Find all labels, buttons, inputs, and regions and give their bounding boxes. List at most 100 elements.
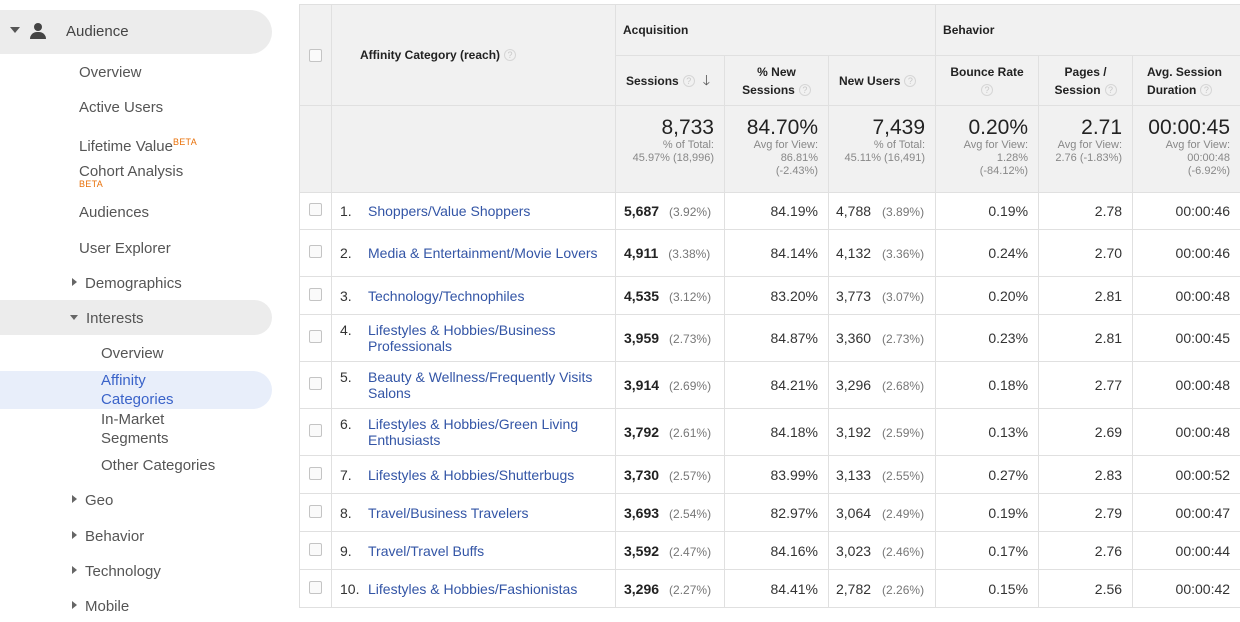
sidebar: Audience Overview Active Users Lifetime … [0, 0, 300, 622]
col-pages-session[interactable]: Pages / Session? [1038, 55, 1134, 106]
new-users-cell: 4,132 (3.36%) [827, 229, 937, 277]
col-new-sessions[interactable]: % New Sessions? [724, 55, 829, 106]
row-checkbox[interactable] [309, 330, 322, 343]
dimension-link[interactable]: Lifestyles & Hobbies/Fashionistas [368, 580, 578, 597]
pages-session-cell: 2.70 [1038, 229, 1134, 277]
dimension-link[interactable]: Media & Entertainment/Movie Lovers [368, 245, 598, 261]
sessions-pct: (3.92%) [669, 205, 712, 219]
nav-technology[interactable]: Technology [72, 562, 161, 581]
nav-interests-overview[interactable]: Overview [101, 345, 164, 362]
row-select-cell [299, 455, 332, 494]
nav-overview[interactable]: Overview [79, 64, 142, 81]
new-users-pct: (2.59%) [882, 426, 925, 440]
new-sessions-cell: 84.21% [724, 361, 829, 409]
nav-audience[interactable]: Audience [0, 10, 272, 54]
row-select-cell [299, 569, 332, 608]
caret-right-icon [72, 495, 77, 503]
col-new-users-label: New Users [839, 73, 901, 88]
row-checkbox[interactable] [309, 542, 322, 556]
nav-technology-label: Technology [85, 563, 161, 580]
dimension-cell: 2. Media & Entertainment/Movie Lovers [331, 229, 616, 277]
nav-affinity-line1: Affinity [101, 372, 146, 389]
avg-duration-cell: 00:00:48 [1132, 276, 1240, 315]
row-select-cell [299, 314, 332, 362]
nav-lifetime-value[interactable]: Lifetime ValueBETA [79, 133, 197, 156]
col-duration-line2: Duration [1147, 82, 1197, 97]
table-row: 1. Shoppers/Value Shoppers 5,687 (3.92%) 84.… [299, 192, 1240, 230]
nav-audiences[interactable]: Audiences [79, 204, 150, 221]
dimension-link[interactable]: Shoppers/Value Shoppers [368, 203, 531, 219]
col-new-users[interactable]: New Users? [827, 55, 937, 106]
select-all-checkbox[interactable] [309, 49, 322, 62]
new-users-pct: (2.55%) [882, 468, 925, 483]
nav-interests-highlight [0, 300, 272, 335]
dimension-link[interactable]: Beauty & Wellness/Frequently Visits Salo… [368, 369, 593, 401]
sort-down-icon[interactable]: 🡓 [702, 72, 710, 88]
dimension-link[interactable]: Travel/Business Travelers [368, 504, 529, 521]
report-table: Affinity Category (reach)? Acquisition B… [299, 4, 1240, 608]
row-checkbox[interactable] [309, 203, 322, 216]
sessions-value: 3,914 [624, 377, 660, 393]
row-checkbox[interactable] [309, 580, 322, 594]
total-note: Avg for View: [753, 139, 818, 151]
help-icon[interactable]: ? [1104, 83, 1117, 96]
sessions-cell: 4,535 (3.12%) [615, 276, 725, 315]
pages-session-cell: 2.78 [1038, 192, 1134, 230]
nav-user-explorer[interactable]: User Explorer [79, 240, 171, 257]
new-sessions-cell: 83.99% [724, 455, 829, 494]
row-checkbox[interactable] [309, 287, 322, 301]
help-icon[interactable]: ? [981, 83, 994, 96]
caret-down-icon[interactable] [10, 27, 20, 33]
row-checkbox[interactable] [309, 466, 322, 480]
help-icon[interactable]: ? [904, 74, 917, 87]
nav-cohort-analysis[interactable]: Cohort Analysis [79, 163, 184, 180]
row-checkbox[interactable] [309, 245, 322, 258]
dimension-link[interactable]: Lifestyles & Hobbies/Shutterbugs [368, 466, 575, 483]
total-note: 45.11% (16,491) [844, 152, 926, 164]
row-checkbox[interactable] [309, 377, 322, 390]
dimension-cell: 3. Technology/Technophiles [331, 276, 616, 315]
dimension-link[interactable]: Lifestyles & Hobbies/Green Living Enthus… [368, 416, 579, 448]
row-checkbox[interactable] [309, 504, 322, 518]
nav-active-users[interactable]: Active Users [79, 99, 164, 116]
dimension-cell: 6. Lifestyles & Hobbies/Green Living Enth… [331, 408, 616, 456]
row-select-cell [299, 493, 332, 532]
help-icon[interactable]: ? [682, 75, 695, 87]
nav-interests[interactable]: Interests [70, 309, 144, 328]
caret-right-icon [72, 601, 77, 609]
nav-other-categories[interactable]: Other Categories [101, 457, 216, 474]
total-bounce-rate: 0.20% Avg for View: 1.28% (-84.12%) [935, 105, 1040, 193]
nav-affinity-categories[interactable]: Affinity Categories [101, 371, 174, 409]
dimension-link[interactable]: Travel/Travel Buffs [368, 542, 485, 559]
col-avg-session-duration[interactable]: Avg. Session Duration? [1132, 55, 1240, 106]
new-users-cell: 3,773 (3.07%) [827, 276, 937, 315]
dimension-link[interactable]: Technology/Technophiles [368, 287, 525, 304]
new-users-value: 2,782 [836, 580, 872, 597]
nav-demographics[interactable]: Demographics [72, 274, 182, 293]
col-sessions[interactable]: Sessions? 🡓 [615, 55, 725, 106]
dimension-link[interactable]: Lifestyles & Hobbies/Business Profession… [368, 322, 556, 354]
total-pages-session: 2.71 Avg for View: 2.76 (-1.83%) [1038, 105, 1134, 193]
total-note: 86.81% [780, 152, 818, 164]
nav-geo[interactable]: Geo [72, 491, 113, 510]
table-row: 3. Technology/Technophiles 4,535 (3.12%) 83.… [299, 276, 1240, 315]
nav-behavior[interactable]: Behavior [72, 527, 144, 546]
pages-session-cell: 2.79 [1038, 493, 1134, 532]
sessions-cell: 5,687 (3.92%) [615, 192, 725, 230]
totals-blank [299, 105, 332, 193]
help-icon[interactable]: ? [1200, 83, 1213, 96]
col-bounce-rate[interactable]: Bounce Rate ? [935, 55, 1040, 106]
total-note: (-6.92%) [1187, 165, 1231, 177]
dimension-header[interactable]: Affinity Category (reach)? [331, 4, 616, 106]
total-value: 8,733 [661, 116, 714, 139]
pages-session-cell: 2.56 [1038, 569, 1134, 608]
help-icon[interactable]: ? [504, 49, 517, 61]
new-users-pct: (3.36%) [882, 247, 925, 261]
total-note: % of Total: [873, 139, 926, 151]
nav-mobile[interactable]: Mobile [72, 597, 129, 616]
bounce-rate-cell: 0.20% [935, 276, 1040, 315]
row-checkbox[interactable] [309, 424, 322, 437]
help-icon[interactable]: ? [798, 83, 811, 96]
nav-in-market-segments[interactable]: In-Market Segments [101, 410, 169, 448]
avg-duration-cell: 00:00:48 [1132, 408, 1240, 456]
